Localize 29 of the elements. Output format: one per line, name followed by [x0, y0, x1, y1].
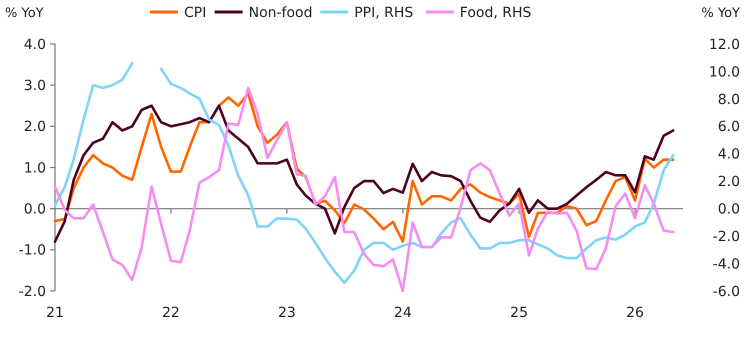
x-tick-label: 26: [626, 305, 644, 321]
y2-tick-label: -4.0: [712, 256, 740, 272]
y-tick-label: 2.0: [24, 119, 46, 136]
legend-label: CPI: [184, 5, 206, 21]
x-tick-label: 21: [46, 305, 64, 321]
y-axis-title: % YoY: [5, 6, 44, 21]
x-tick-label: 23: [278, 305, 296, 321]
x-tick-label: 25: [510, 305, 528, 321]
y-tick-label: 3.0: [24, 78, 46, 94]
y2-tick-label: 6.0: [718, 119, 740, 136]
legend-label: Food, RHS: [460, 5, 532, 21]
y2-tick-label: 12.0: [708, 36, 740, 53]
y2-axis-title: % YoY: [701, 6, 740, 21]
y2-tick-label: 0.0: [718, 202, 740, 218]
y-tick-label: 1.0: [24, 160, 46, 176]
x-tick-label: 24: [394, 305, 412, 321]
y2-tick-label: 8.0: [718, 92, 740, 108]
y2-tick-label: 2.0: [718, 174, 740, 190]
y-tick-label: 4.0: [24, 36, 46, 53]
y2-tick-label: 4.0: [718, 146, 740, 163]
x-tick-label: 22: [162, 305, 180, 321]
legend-label: Non-food: [248, 5, 313, 21]
y2-tick-label: 10.0: [708, 64, 740, 80]
legend-label: PPI, RHS: [354, 5, 414, 21]
y2-tick-label: -6.0: [712, 284, 740, 300]
y-tick-label: -2.0: [18, 284, 46, 300]
y2-tick-label: -2.0: [712, 229, 740, 246]
y-tick-label: -1.0: [18, 242, 46, 259]
y-tick-label: 0.0: [24, 202, 46, 218]
